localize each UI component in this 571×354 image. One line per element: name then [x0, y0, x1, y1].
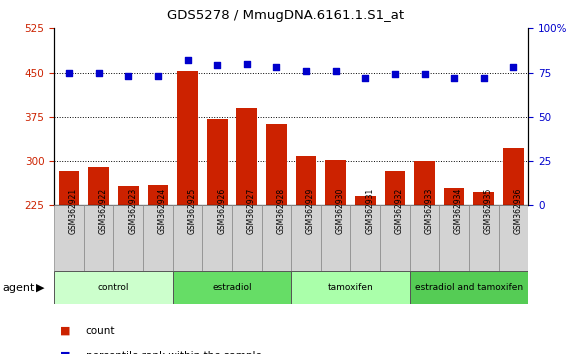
Point: [212, 63, 222, 68]
Text: GSM362935: GSM362935: [484, 187, 493, 234]
Point: [154, 73, 163, 79]
Bar: [351, 205, 380, 271]
Point: [65, 70, 74, 75]
Point: [272, 64, 281, 70]
Text: percentile rank within the sample: percentile rank within the sample: [86, 351, 262, 354]
Text: ▶: ▶: [36, 282, 45, 293]
Text: control: control: [98, 283, 129, 292]
Point: [361, 75, 370, 81]
Bar: [410, 205, 439, 271]
Text: ■: ■: [60, 351, 70, 354]
Bar: [410, 271, 528, 304]
Bar: [118, 186, 139, 205]
Bar: [473, 192, 494, 205]
Point: [124, 73, 133, 79]
Text: tamoxifen: tamoxifen: [328, 283, 373, 292]
Point: [449, 75, 459, 81]
Bar: [143, 205, 173, 271]
Point: [301, 68, 311, 74]
Point: [94, 70, 103, 75]
Text: GSM362925: GSM362925: [187, 187, 196, 234]
Bar: [380, 205, 410, 271]
Text: estradiol: estradiol: [212, 283, 252, 292]
Bar: [291, 271, 410, 304]
Bar: [89, 167, 109, 205]
Bar: [59, 171, 79, 205]
Point: [331, 68, 340, 74]
Bar: [444, 188, 464, 205]
Text: GSM362923: GSM362923: [128, 187, 137, 234]
Bar: [384, 171, 405, 205]
Bar: [469, 205, 498, 271]
Text: GSM362932: GSM362932: [395, 187, 404, 234]
Bar: [173, 271, 291, 304]
Bar: [266, 125, 287, 205]
Text: GSM362929: GSM362929: [306, 187, 315, 234]
Bar: [232, 205, 262, 271]
Bar: [173, 205, 202, 271]
Point: [509, 64, 518, 70]
Bar: [414, 161, 435, 205]
Text: GSM362930: GSM362930: [336, 187, 345, 234]
Text: GSM362921: GSM362921: [69, 188, 78, 234]
Text: GSM362922: GSM362922: [99, 188, 108, 234]
Bar: [207, 119, 227, 205]
Text: GSM362927: GSM362927: [247, 187, 256, 234]
Text: GSM362936: GSM362936: [513, 187, 522, 234]
Bar: [177, 72, 198, 205]
Point: [242, 61, 251, 67]
Bar: [236, 108, 257, 205]
Bar: [498, 205, 528, 271]
Bar: [114, 205, 143, 271]
Text: GSM362931: GSM362931: [365, 187, 374, 234]
Bar: [355, 196, 376, 205]
Text: GSM362933: GSM362933: [424, 187, 433, 234]
Bar: [202, 205, 232, 271]
Bar: [54, 205, 84, 271]
Bar: [503, 148, 524, 205]
Text: estradiol and tamoxifen: estradiol and tamoxifen: [415, 283, 523, 292]
Point: [183, 57, 192, 63]
Text: GSM362924: GSM362924: [158, 187, 167, 234]
Bar: [147, 185, 168, 205]
Bar: [54, 271, 173, 304]
Text: GSM362934: GSM362934: [454, 187, 463, 234]
Bar: [84, 205, 114, 271]
Bar: [291, 205, 321, 271]
Text: GSM362926: GSM362926: [217, 187, 226, 234]
Point: [479, 75, 488, 81]
Point: [420, 72, 429, 77]
Text: agent: agent: [3, 282, 35, 293]
Point: [391, 72, 400, 77]
Bar: [296, 156, 316, 205]
Text: GDS5278 / MmugDNA.6161.1.S1_at: GDS5278 / MmugDNA.6161.1.S1_at: [167, 9, 404, 22]
Bar: [325, 160, 346, 205]
Text: count: count: [86, 326, 115, 336]
Text: ■: ■: [60, 326, 70, 336]
Bar: [262, 205, 291, 271]
Text: GSM362928: GSM362928: [276, 188, 286, 234]
Bar: [439, 205, 469, 271]
Bar: [321, 205, 351, 271]
